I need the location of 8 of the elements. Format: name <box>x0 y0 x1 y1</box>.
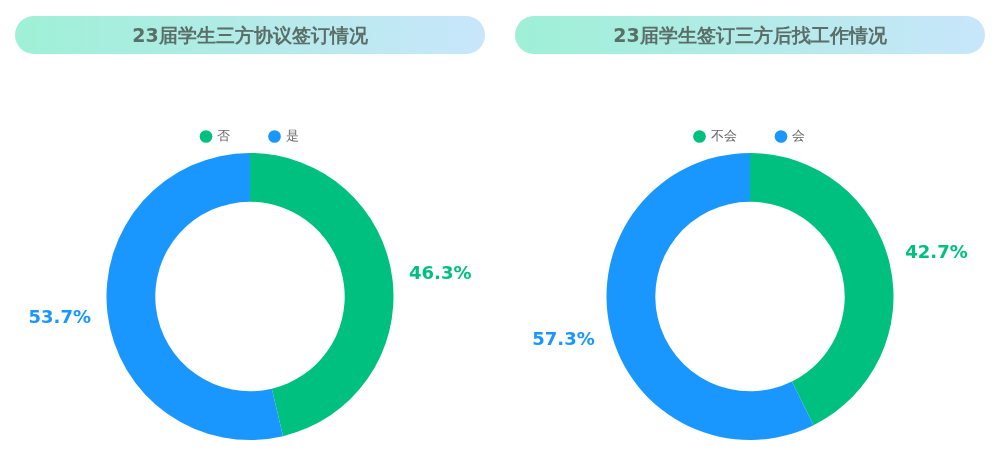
legend-label: 会 <box>792 128 805 144</box>
data-label: 42.7% <box>905 240 968 262</box>
legend-label: 否 <box>217 128 230 144</box>
data-label: 46.3% <box>408 261 472 283</box>
data-label: 57.3% <box>532 327 595 349</box>
legend-label: 是 <box>285 128 299 144</box>
data-label: 53.7% <box>28 306 92 328</box>
legend-label: 不会 <box>710 128 737 144</box>
